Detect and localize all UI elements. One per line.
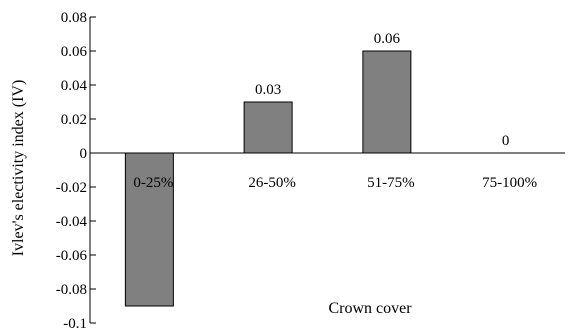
y-tick-label: -0.1: [63, 316, 87, 332]
y-tick-label: -0.06: [56, 248, 88, 264]
data-label: 0.03: [255, 82, 281, 98]
y-tick-label: -0.02: [56, 180, 87, 196]
y-tick-label: 0.02: [61, 112, 87, 128]
y-tick-label: 0.04: [61, 78, 88, 94]
data-labels: 0.03 0.06 0: [255, 31, 509, 149]
bars: [124, 50, 412, 307]
y-tick-label: -0.08: [56, 282, 87, 298]
category-label: 51-75%: [367, 175, 415, 191]
y-tick-label: 0.08: [61, 10, 87, 26]
x-axis-title: Crown cover: [328, 300, 412, 317]
category-label: 26-50%: [248, 175, 296, 191]
y-tick-label: 0.06: [61, 44, 88, 60]
y-tick-label: -0.04: [56, 214, 88, 230]
bar: [124, 152, 174, 307]
data-label: 0: [502, 133, 510, 149]
category-labels: 0-25% 26-50% 51-75% 75-100%: [133, 175, 537, 191]
data-label: 0.06: [374, 31, 401, 47]
bar: [243, 101, 293, 154]
y-tick-label: 0: [80, 146, 88, 162]
y-axis-title: Ivlev's electivity index (IV): [10, 80, 27, 257]
y-axis: 0.08 0.06 0.04 0.02 0 -0.02 -0.04 -0.06 -0.08 -0.…: [56, 10, 96, 332]
category-label: 0-25%: [133, 175, 173, 191]
category-label: 75-100%: [482, 175, 537, 191]
bar: [362, 50, 412, 154]
